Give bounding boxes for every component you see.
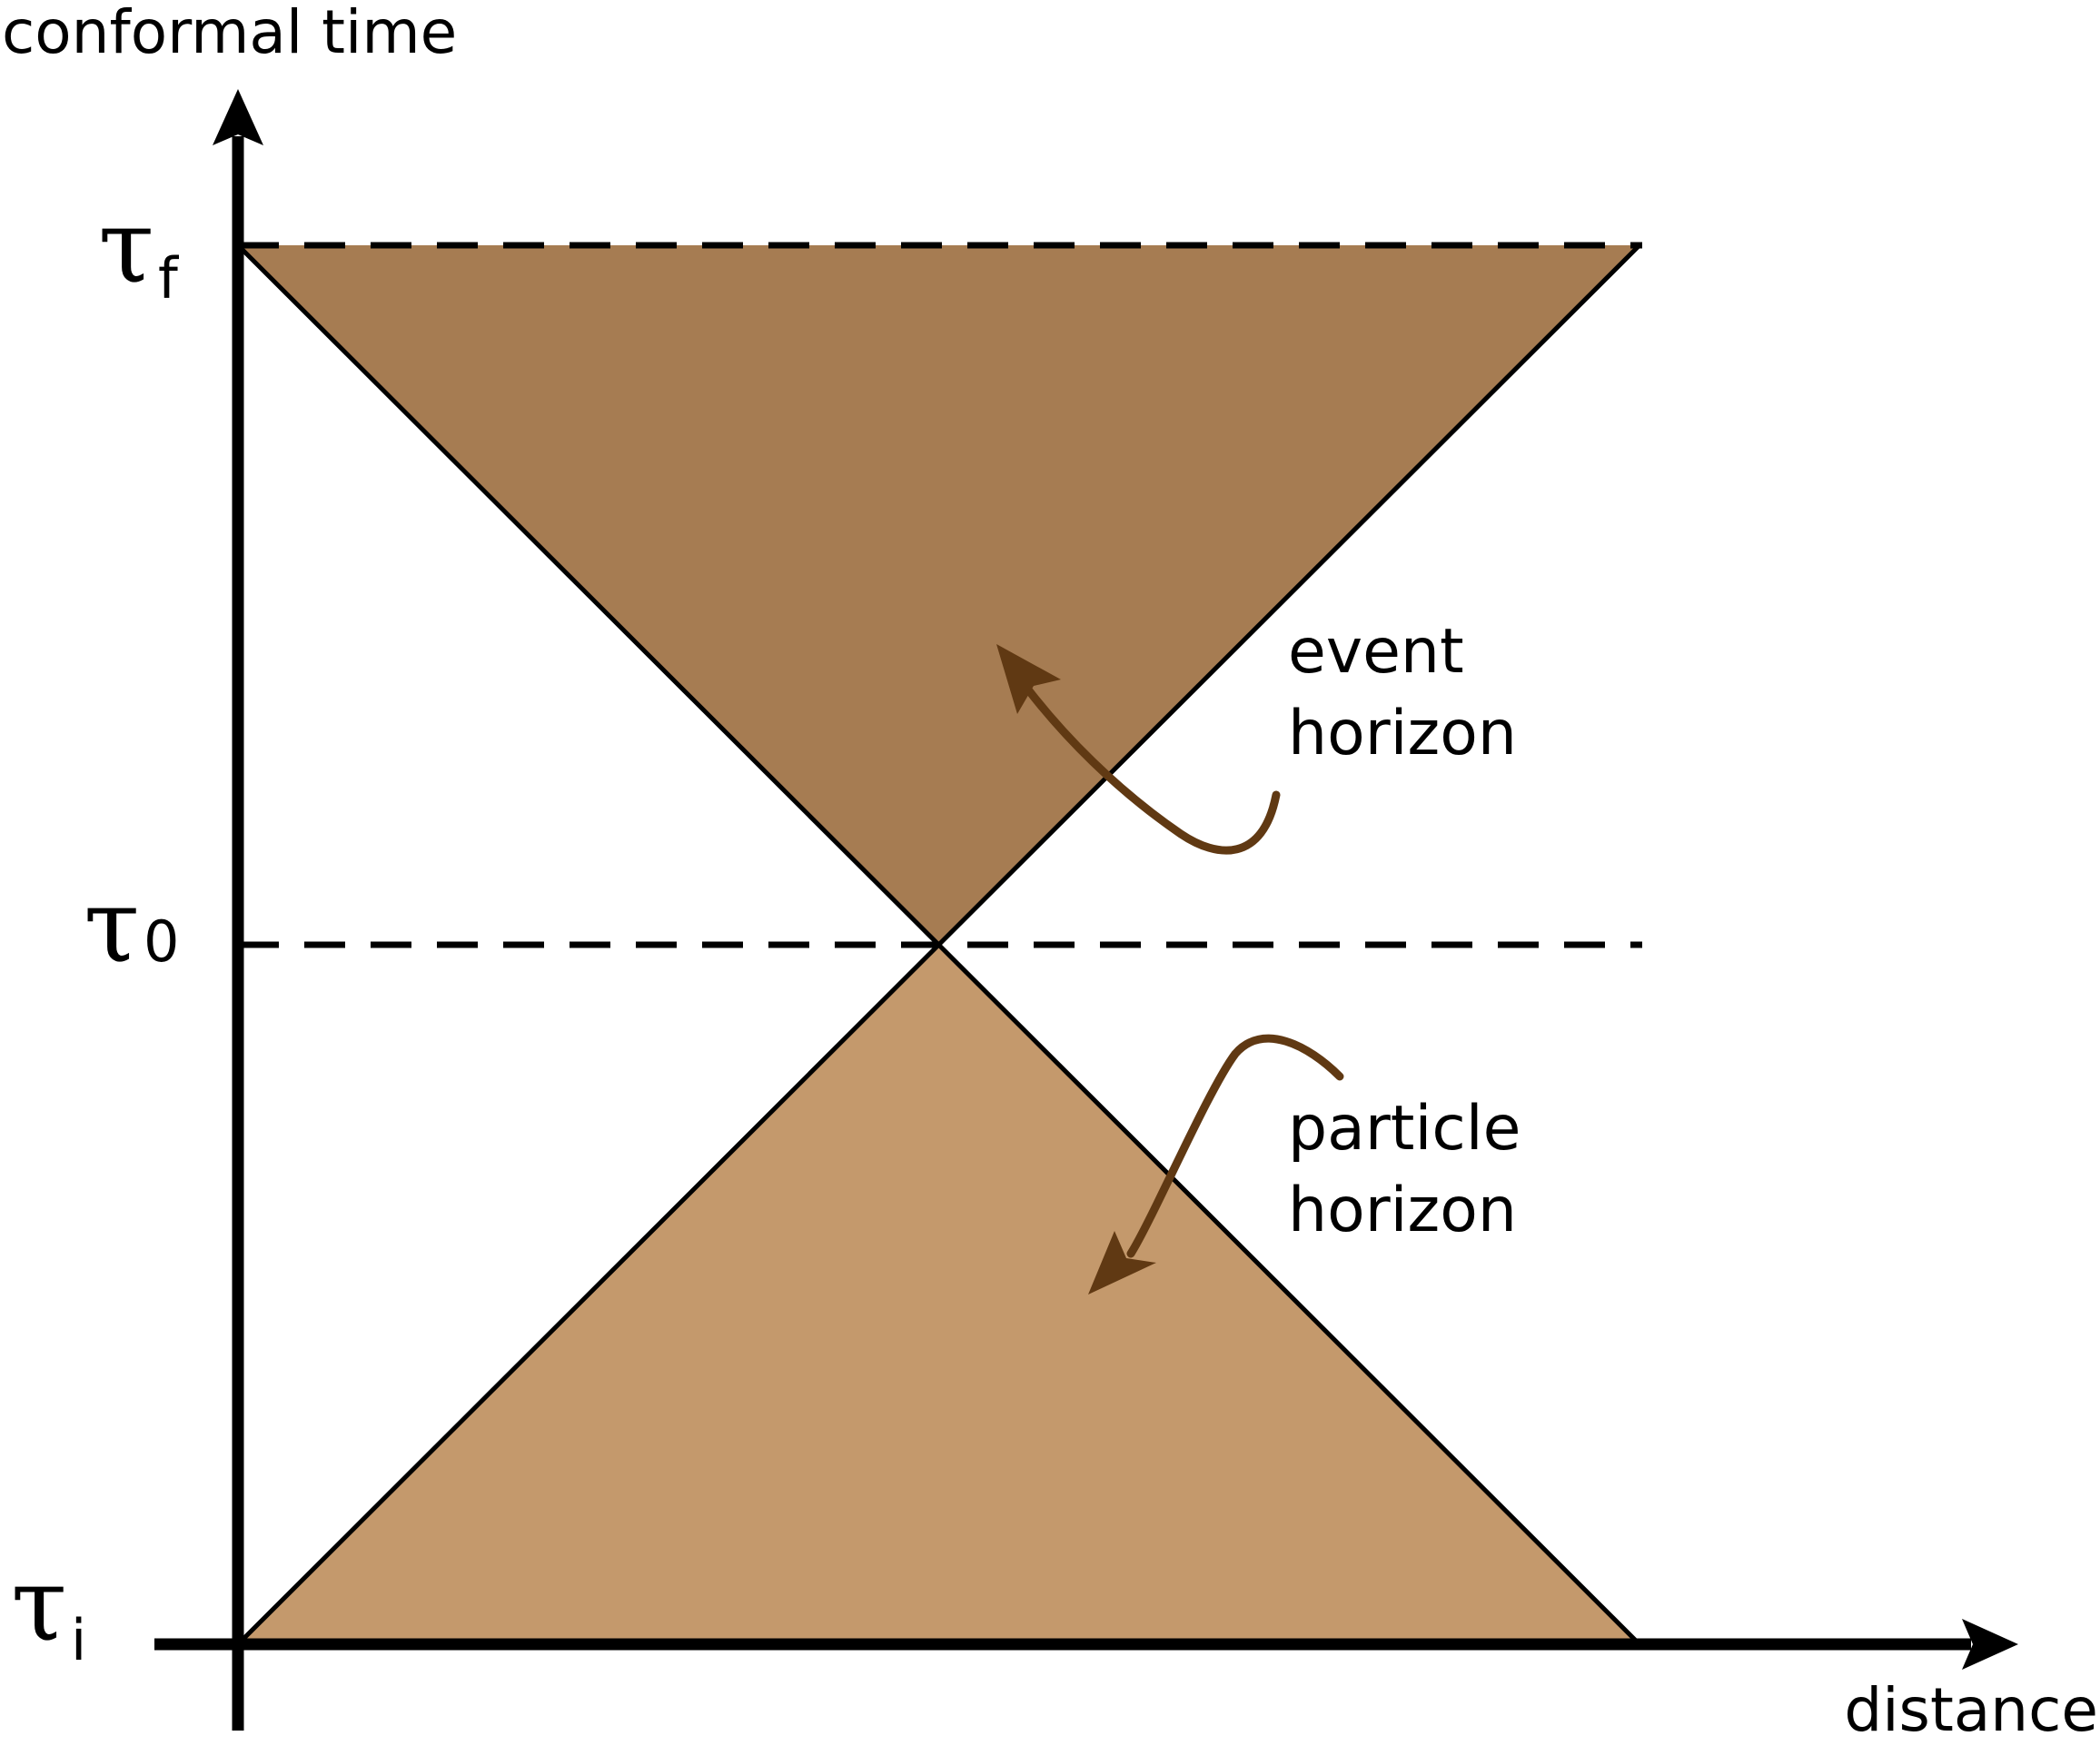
y-axis-arrowhead [213, 89, 263, 145]
tau-f-symbol: τ [98, 188, 154, 306]
x-axis-label: distance [1844, 1675, 2098, 1745]
event-horizon-arrowhead [996, 644, 1061, 714]
tau-i-label: τi [11, 1546, 86, 1673]
event-horizon-arrow [1017, 677, 1281, 855]
event-horizon-label-line2: horizon [1288, 698, 1517, 769]
tau-0-symbol: τ [84, 868, 140, 986]
tau-i-subscript: i [71, 1607, 86, 1673]
event-horizon-label-line1: event [1288, 616, 1464, 688]
particle-horizon-region [238, 945, 1639, 1644]
tau-0-subscript: 0 [144, 908, 179, 975]
tau-f-subscript: f [158, 245, 180, 312]
particle-horizon-arrowhead [1088, 1231, 1156, 1295]
x-axis-arrowhead [1962, 1619, 2018, 1670]
particle-horizon-label-line2: horizon [1288, 1175, 1517, 1246]
tau-i-symbol: τ [11, 1546, 67, 1664]
particle-horizon-label-line1: particle [1288, 1093, 1521, 1165]
particle-horizon-arrow [1126, 1034, 1344, 1258]
tau-f-label: τf [98, 188, 180, 312]
event-horizon-region [238, 245, 1639, 945]
y-axis-label: conformal time [2, 0, 457, 67]
tau-0-label: τ0 [84, 868, 179, 986]
